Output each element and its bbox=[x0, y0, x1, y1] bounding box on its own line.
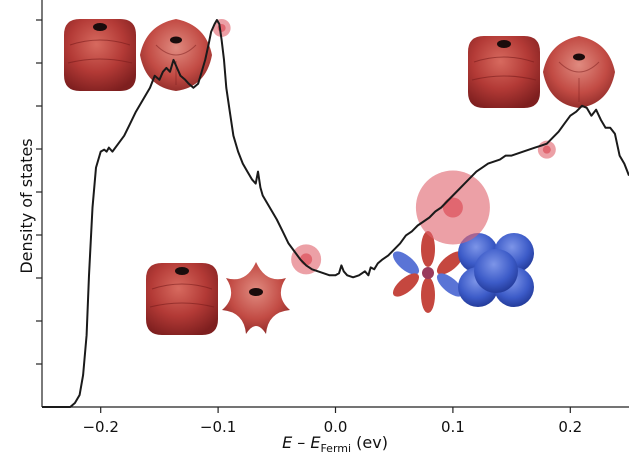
orbital-blob-icon bbox=[458, 233, 534, 307]
x-ticks: −0.2 −0.1 0.0 0.1 0.2 bbox=[82, 407, 582, 436]
orbital-flower-icon bbox=[222, 262, 290, 334]
x-tick-label: −0.2 bbox=[82, 418, 118, 436]
highlight-marker-core bbox=[543, 146, 551, 154]
highlight-marker-core bbox=[443, 198, 463, 218]
orbital-cube-icon bbox=[468, 36, 540, 108]
x-axis-label-sub: Fermi bbox=[320, 442, 351, 455]
y-axis-label: Density of states bbox=[17, 138, 36, 273]
x-axis-label: E – EFermi (ev) bbox=[282, 433, 388, 455]
x-axis-label-unit: (ev) bbox=[351, 433, 388, 452]
x-tick-label: 0.2 bbox=[558, 418, 582, 436]
y-ticks bbox=[36, 20, 42, 364]
orbital-rounded-icon bbox=[140, 19, 212, 91]
x-tick-label: −0.1 bbox=[200, 418, 236, 436]
orbital-insets bbox=[64, 19, 615, 335]
x-tick-label: 0.0 bbox=[324, 418, 348, 436]
x-axis-label-main: E – E bbox=[282, 433, 321, 452]
orbital-cube-icon bbox=[146, 263, 218, 335]
x-tick-label: 0.1 bbox=[441, 418, 465, 436]
orbital-cube-icon bbox=[64, 19, 136, 91]
orbital-rounded-icon bbox=[543, 36, 615, 108]
highlight-marker-core bbox=[300, 253, 312, 265]
